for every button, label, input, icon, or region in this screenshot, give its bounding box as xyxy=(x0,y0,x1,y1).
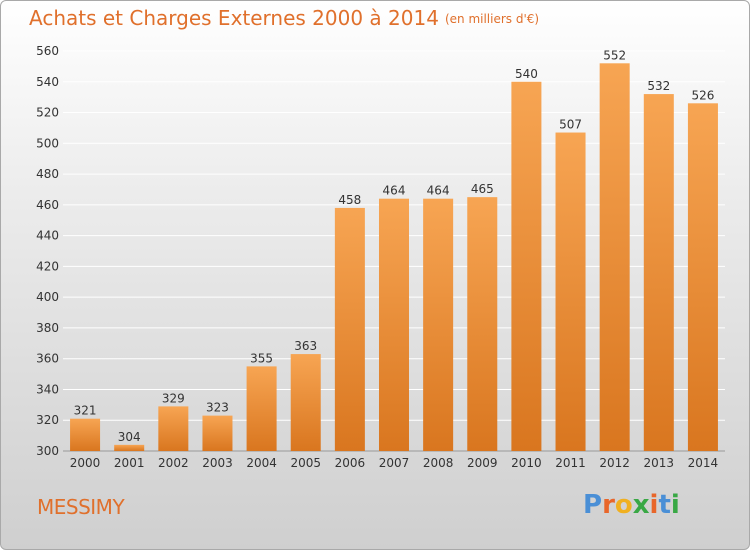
bar xyxy=(423,198,454,451)
x-tick-label: 2005 xyxy=(290,456,321,470)
y-tick-label: 420 xyxy=(36,259,59,273)
bar xyxy=(467,197,498,451)
commune-name: MESSIMY xyxy=(37,495,125,519)
data-label: 507 xyxy=(559,118,582,132)
data-label: 329 xyxy=(162,391,185,405)
y-tick-label: 560 xyxy=(36,44,59,58)
data-label: 458 xyxy=(338,193,361,207)
x-tick-label: 2001 xyxy=(114,456,145,470)
data-label: 532 xyxy=(647,79,670,93)
y-tick-label: 460 xyxy=(36,198,59,212)
y-tick-label: 380 xyxy=(36,321,59,335)
logo-letter: P xyxy=(583,490,603,520)
data-label: 323 xyxy=(206,401,229,415)
bar xyxy=(643,94,674,452)
logo-letter: r xyxy=(602,490,615,520)
y-tick-label: 300 xyxy=(36,444,59,458)
bar xyxy=(555,132,586,452)
x-tick-label: 2004 xyxy=(246,456,277,470)
bar xyxy=(70,418,101,451)
x-tick-label: 2013 xyxy=(644,456,675,470)
data-label: 465 xyxy=(471,182,494,196)
data-label: 321 xyxy=(74,404,97,418)
x-tick-label: 2000 xyxy=(70,456,101,470)
data-label: 464 xyxy=(427,184,450,198)
bar xyxy=(202,415,233,451)
y-tick-label: 440 xyxy=(36,229,59,243)
y-tick-label: 500 xyxy=(36,136,59,150)
y-tick-label: 520 xyxy=(36,106,59,120)
x-tick-label: 2008 xyxy=(423,456,454,470)
y-tick-label: 340 xyxy=(36,382,59,396)
bar xyxy=(246,366,277,451)
x-tick-label: 2009 xyxy=(467,456,498,470)
logo-letter: i xyxy=(649,490,659,520)
x-tick-label: 2011 xyxy=(555,456,586,470)
logo-letter: t xyxy=(658,490,671,520)
x-tick-label: 2002 xyxy=(158,456,189,470)
data-label: 552 xyxy=(603,48,626,62)
data-label: 464 xyxy=(383,184,406,198)
logo-letter: o xyxy=(614,490,633,520)
y-tick-label: 320 xyxy=(36,413,59,427)
bar xyxy=(378,198,410,451)
x-tick-label: 2010 xyxy=(511,456,542,470)
chart-title-text: Achats et Charges Externes 2000 à 2014 xyxy=(29,6,439,30)
data-label: 540 xyxy=(515,67,538,81)
data-label: 363 xyxy=(294,339,317,353)
bar xyxy=(687,103,718,452)
y-tick-label: 480 xyxy=(36,167,59,181)
bar xyxy=(599,63,630,452)
bar xyxy=(158,406,189,451)
data-label: 304 xyxy=(118,430,141,444)
logo-letter: i xyxy=(670,490,680,520)
bars xyxy=(70,63,718,452)
data-labels: 321 304 329 323 355 363 458 464 464 465 540 507 552 5… xyxy=(74,48,715,444)
logo-letter: x xyxy=(632,490,650,520)
proxiti-logo[interactable]: Proxiti xyxy=(583,490,680,520)
x-tick-label: 2012 xyxy=(599,456,630,470)
x-tick-label: 2014 xyxy=(688,456,719,470)
chart-title: Achats et Charges Externes 2000 à 2014 (e… xyxy=(29,6,539,30)
x-tick-label: 2003 xyxy=(202,456,233,470)
x-tick-label: 2006 xyxy=(335,456,366,470)
data-label: 355 xyxy=(250,351,273,365)
x-axis: 2000 2001 2002 2003 2004 2005 2006 2007 2008 2009… xyxy=(70,456,718,470)
chart-subtitle: (en milliers d'€) xyxy=(444,12,540,26)
bar xyxy=(290,354,321,451)
bar xyxy=(334,207,365,451)
y-axis: 300 320 340 360 380 400 420 440 460 480 500 520 540 5… xyxy=(36,44,725,458)
y-tick-label: 360 xyxy=(36,352,59,366)
x-tick-label: 2007 xyxy=(379,456,410,470)
data-label: 526 xyxy=(691,88,714,102)
bar xyxy=(511,81,542,452)
y-tick-label: 540 xyxy=(36,75,59,89)
bar xyxy=(114,444,145,451)
y-tick-label: 400 xyxy=(36,290,59,304)
